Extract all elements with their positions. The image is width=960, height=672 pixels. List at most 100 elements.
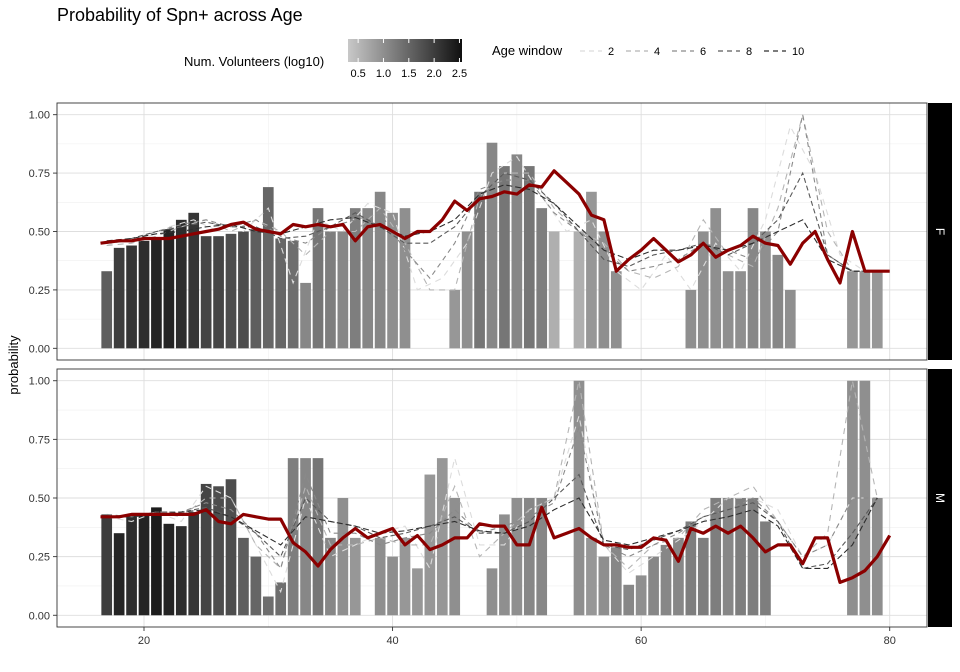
x-axis: 20 40 60 80 — [138, 627, 896, 647]
bar — [623, 584, 635, 616]
y-axis-label: probability — [6, 335, 21, 395]
x-tick-label: 20 — [138, 635, 150, 647]
y-tick-label: 0.50 — [29, 227, 50, 239]
bar — [312, 458, 324, 616]
bar — [163, 523, 175, 616]
bar — [250, 556, 262, 616]
y-tick-label: 1.00 — [29, 110, 50, 122]
bar — [213, 486, 224, 616]
fill-legend-tick-label: 2.5 — [452, 68, 467, 80]
bar — [300, 282, 311, 349]
bar — [374, 537, 386, 616]
fill-legend-tick-label: 2.0 — [426, 68, 441, 80]
bar — [586, 191, 597, 349]
bar — [461, 231, 473, 349]
bar — [710, 208, 722, 349]
fill-legend-ticks: 0.5 1.0 1.5 2.0 2.5 — [350, 39, 467, 80]
bar — [113, 533, 125, 616]
bar — [126, 516, 137, 616]
bar — [325, 231, 336, 349]
bar — [138, 240, 150, 349]
bar — [349, 537, 361, 616]
window-line-4 — [106, 380, 878, 570]
bar — [847, 271, 858, 349]
y-tick-label: 1.00 — [29, 376, 50, 388]
bar — [610, 547, 622, 616]
bar — [722, 498, 734, 616]
facet-strip-label: M — [933, 493, 947, 503]
bar — [784, 289, 796, 349]
bar — [499, 514, 510, 616]
bar — [188, 512, 200, 616]
window-line-2 — [106, 415, 878, 594]
y-tick-label: 0.00 — [29, 610, 50, 622]
bar — [126, 245, 137, 349]
bar — [312, 208, 324, 349]
bar — [486, 142, 498, 349]
bar — [486, 568, 498, 616]
y-tick-label: 0.75 — [29, 168, 50, 180]
bar — [250, 229, 262, 349]
bar — [648, 556, 659, 616]
facet-strip-label: F — [933, 228, 947, 235]
bar — [113, 247, 125, 349]
y-tick-label: 0.25 — [29, 285, 50, 297]
bar — [287, 458, 299, 616]
bar — [722, 271, 734, 349]
y-tick-label: 0.75 — [29, 434, 50, 446]
bar — [337, 498, 349, 616]
line-legend-label: 6 — [700, 46, 706, 58]
bar — [163, 229, 175, 349]
bar — [262, 596, 274, 616]
bar — [200, 483, 212, 616]
bar — [536, 498, 548, 616]
bar — [337, 231, 349, 349]
trend-line — [100, 505, 892, 585]
bar — [138, 514, 150, 616]
y-tick-label: 0.50 — [29, 493, 50, 505]
bar — [200, 236, 212, 349]
line-legend-title: Age window — [492, 43, 563, 58]
bar — [660, 544, 672, 616]
bar — [275, 238, 287, 349]
bar — [735, 498, 746, 616]
bar — [548, 231, 560, 349]
bar — [238, 537, 249, 616]
bar — [536, 208, 548, 349]
fill-legend-tick-label: 0.5 — [350, 68, 365, 80]
bar — [598, 556, 610, 616]
line-legend: Age window 2 4 6 8 10 — [492, 43, 804, 58]
bar — [760, 521, 771, 616]
x-tick-label: 60 — [635, 635, 647, 647]
line-legend-keys: 2 4 6 8 10 — [580, 46, 804, 58]
bar — [225, 233, 237, 349]
bar — [772, 254, 784, 349]
y-tick-label: 0.25 — [29, 552, 50, 564]
bar — [747, 498, 759, 616]
fill-legend: Num. Volunteers (log10) 0.5 1.0 1.5 2.0 2.5 — [184, 39, 467, 80]
bar — [735, 271, 746, 349]
bar — [399, 208, 411, 349]
bar — [151, 238, 162, 349]
fill-legend-title: Num. Volunteers (log10) — [184, 54, 324, 69]
line-legend-label: 2 — [608, 46, 614, 58]
bar — [287, 240, 299, 349]
line-legend-label: 4 — [654, 46, 660, 58]
fill-legend-tick-label: 1.5 — [401, 68, 416, 80]
bar — [586, 537, 597, 616]
bar — [387, 556, 398, 616]
bar — [213, 236, 224, 349]
trend-line — [100, 169, 890, 285]
facet-strip — [928, 103, 952, 360]
bar — [511, 498, 523, 616]
bar — [374, 191, 386, 349]
bar — [238, 231, 249, 349]
bar — [175, 526, 187, 616]
y-tick-label: 0.00 — [29, 343, 50, 355]
bar — [262, 187, 274, 349]
bar — [175, 219, 187, 349]
bar — [710, 498, 722, 616]
bar — [697, 537, 709, 616]
bar — [101, 514, 113, 616]
